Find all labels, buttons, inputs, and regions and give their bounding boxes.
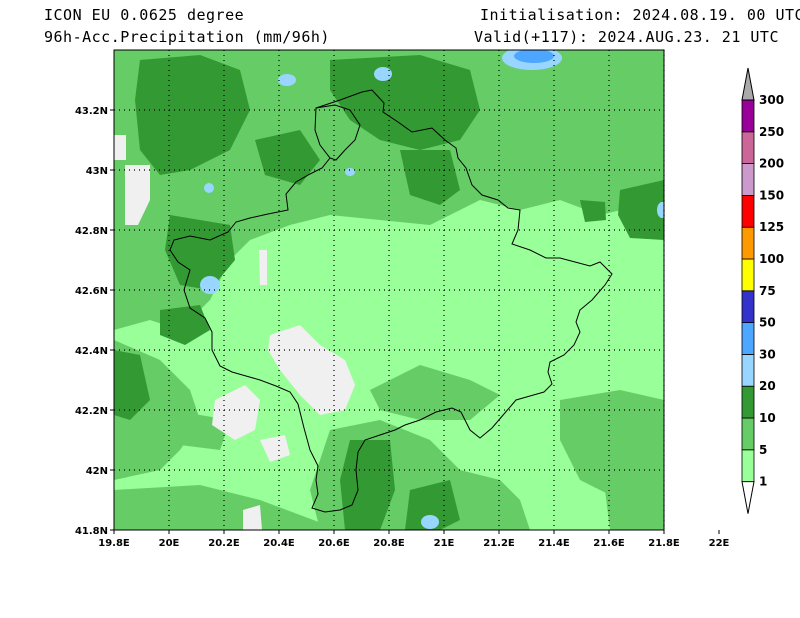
lon-label: 19.8E xyxy=(98,538,130,549)
colorbar-label: 50 xyxy=(759,316,776,330)
colorbar-box xyxy=(741,385,755,419)
colorbar-label: 200 xyxy=(759,157,784,171)
lat-label: 42.2N xyxy=(75,406,108,417)
colorbar-box xyxy=(741,322,755,355)
lon-label: 20.2E xyxy=(208,538,240,549)
lon-label: 21E xyxy=(434,538,455,549)
lon-label: 21.8E xyxy=(648,538,680,549)
colorbar-label: 300 xyxy=(759,93,784,107)
colorbar-label: 20 xyxy=(759,379,776,393)
colorbar-label: 75 xyxy=(759,284,776,298)
model-title: ICON EU 0.0625 degree xyxy=(44,6,245,24)
valid-time: Valid(+117): 2024.AUG.23. 21 UTC xyxy=(474,28,779,46)
lat-label: 42.6N xyxy=(75,286,108,297)
colorbar-box xyxy=(741,194,755,228)
lat-label: 42N xyxy=(86,466,108,477)
lat-label: 43.2N xyxy=(75,106,108,117)
country-border xyxy=(169,89,613,513)
colorbar-label: 1 xyxy=(759,475,767,489)
colorbar-box xyxy=(741,226,755,260)
border-inner xyxy=(315,104,361,161)
init-time: Initialisation: 2024.08.19. 00 UTC xyxy=(480,6,800,24)
colorbar-box xyxy=(741,131,755,165)
colorbar-arrow-low xyxy=(741,481,755,514)
lat-label: 42.8N xyxy=(75,226,108,237)
latitude-labels: 43.2N 43N 42.8N 42.6N 42.4N 42.2N 42N 41.8N xyxy=(75,106,108,537)
colorbar-box xyxy=(741,353,755,387)
lon-label: 21.4E xyxy=(538,538,570,549)
lon-label: 21.2E xyxy=(483,538,515,549)
colorbar-arrow-high xyxy=(741,67,755,101)
colorbar-box xyxy=(741,449,755,482)
colorbar-box xyxy=(741,290,755,323)
lat-label: 41.8N xyxy=(75,526,108,537)
lat-label: 43N xyxy=(86,166,108,177)
lon-label: 20E xyxy=(159,538,180,549)
lon-label: 20.6E xyxy=(318,538,350,549)
lat-label: 42.4N xyxy=(75,346,108,357)
lon-label: 20.4E xyxy=(263,538,295,549)
colorbar-box xyxy=(741,163,755,196)
colorbar-box xyxy=(741,417,755,451)
colorbar-label: 125 xyxy=(759,220,784,234)
colorbar-label: 30 xyxy=(759,347,776,361)
field-title: 96h-Acc.Precipitation (mm/96h) xyxy=(44,28,330,46)
lon-label: 22E xyxy=(709,538,730,549)
lon-label: 21.6E xyxy=(593,538,625,549)
colorbar-label: 5 xyxy=(759,443,767,457)
lon-label: 20.8E xyxy=(373,538,405,549)
colorbar-label: 100 xyxy=(759,252,784,266)
colorbar-box xyxy=(741,99,755,133)
colorbar-label: 10 xyxy=(759,411,776,425)
colorbar-box xyxy=(741,258,755,292)
longitude-labels: 19.8E 20E 20.2E 20.4E 20.6E 20.8E 21E 21.2E 21.4… xyxy=(98,538,729,549)
colorbar-label: 150 xyxy=(759,188,784,202)
colorbar-label: 250 xyxy=(759,125,784,139)
